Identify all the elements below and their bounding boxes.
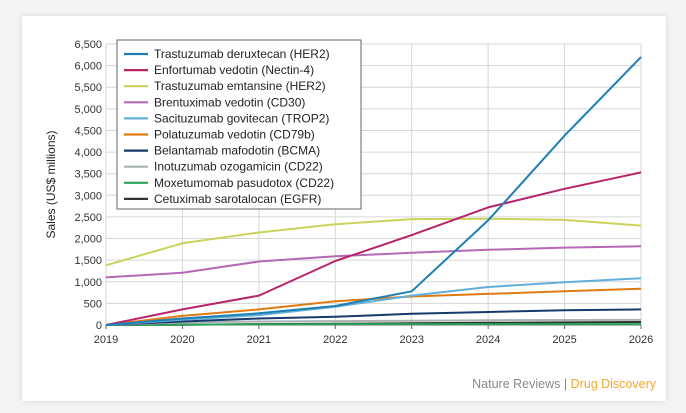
credit-journal: Nature Reviews <box>472 377 560 391</box>
y-tick-label: 6,500 <box>74 39 102 51</box>
y-tick-label: 2,500 <box>74 212 102 224</box>
x-tick-label: 2024 <box>476 334 500 346</box>
figure-credit: Nature Reviews | Drug Discovery <box>472 377 657 391</box>
series-line-enfortumab-vedotin-nectin-4 <box>105 171 642 326</box>
y-tick-label: 0 <box>96 320 102 332</box>
x-tick-label: 2021 <box>247 334 271 346</box>
x-tick-label: 2022 <box>323 334 347 346</box>
x-tick-label: 2025 <box>552 334 576 346</box>
series-line-trastuzumab-emtansine-her2 <box>105 217 642 267</box>
legend-label: Moxetumomab pasudotox (CD22) <box>154 176 334 190</box>
y-axis-title: Sales (US$ millions) <box>44 130 58 238</box>
legend-box <box>116 39 362 210</box>
y-tick-label: 2,000 <box>74 234 102 246</box>
series-line-inotuzumab-ozogamicin-cd22 <box>105 318 642 326</box>
legend-label: Brentuximab vedotin (CD30) <box>154 95 305 109</box>
credit-title: Drug Discovery <box>571 377 657 391</box>
legend-label: Enfortumab vedotin (Nectin-4) <box>154 63 314 77</box>
legend: Trastuzumab deruxtecan (HER2) Enfortumab … <box>116 39 362 210</box>
series-lines <box>105 56 642 326</box>
series-line-belantamab-mafodotin-bcma <box>105 308 642 326</box>
y-tick-label: 5,000 <box>74 104 102 116</box>
legend-label: Belantamab mafodotin (BCMA) <box>154 144 320 158</box>
y-tick-label: 3,000 <box>74 190 102 202</box>
series-line-sacituzumab-govitecan-trop2 <box>105 277 642 326</box>
x-tick-label: 2019 <box>94 334 118 346</box>
legend-label: Sacituzumab govitecan (TROP2) <box>154 111 329 125</box>
series-line-brentuximab-vedotin-cd30 <box>105 245 642 279</box>
x-axis-ticks: 2019 2020 2021 2022 2023 2024 2025 2026 <box>94 325 653 346</box>
y-tick-label: 1,000 <box>74 277 102 289</box>
x-tick-label: 2023 <box>399 334 423 346</box>
legend-label: Inotuzumab ozogamicin (CD22) <box>154 160 323 174</box>
y-tick-label: 500 <box>84 298 102 310</box>
legend-label: Trastuzumab emtansine (HER2) <box>154 79 326 93</box>
series-line-moxetumomab-pasudotox-cd22 <box>105 323 641 326</box>
y-tick-label: 6,000 <box>74 61 102 73</box>
y-tick-label: 1,500 <box>74 255 102 267</box>
y-tick-label: 4,000 <box>74 147 102 159</box>
x-tick-label: 2026 <box>629 334 653 346</box>
y-tick-label: 4,500 <box>74 125 102 137</box>
legend-label: Trastuzumab deruxtecan (HER2) <box>154 47 330 61</box>
legend-label: Polatuzumab vedotin (CD79b) <box>154 128 315 142</box>
y-tick-label: 3,500 <box>74 169 102 181</box>
y-axis-ticks: 0 500 1,000 1,500 2,000 2,500 3,000 3,500 4,000 4… <box>74 39 102 332</box>
x-tick-label: 2020 <box>170 334 194 346</box>
series-line-trastuzumab-deruxtecan-her2 <box>105 56 642 326</box>
legend-label: Cetuximab sarotalocan (EGFR) <box>154 192 321 206</box>
y-tick-label: 5,500 <box>74 82 102 94</box>
credit-separator: | <box>560 377 570 391</box>
